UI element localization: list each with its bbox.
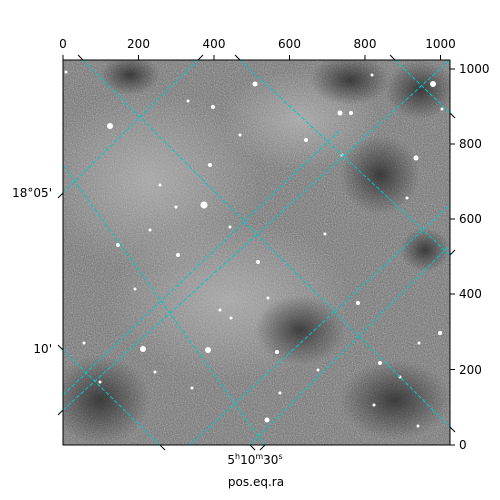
right-tick-0: 0 xyxy=(459,438,467,452)
top-tick-600: 600 xyxy=(278,37,301,51)
top-tick-1000: 1000 xyxy=(425,37,456,51)
right-tick-200: 200 xyxy=(459,363,482,377)
wcs-ticks xyxy=(57,54,456,451)
top-axis xyxy=(62,55,441,60)
dec-label-18-05: 18°05' xyxy=(12,186,52,200)
right-axis xyxy=(450,68,455,446)
top-tick-labels: 0 200 400 600 800 1000 xyxy=(59,37,456,51)
right-tick-600: 600 xyxy=(459,212,482,226)
x-axis-label: pos.eq.ra xyxy=(228,475,284,489)
sky-image xyxy=(63,60,450,445)
plot-frame xyxy=(62,59,451,446)
top-tick-800: 800 xyxy=(354,37,377,51)
top-tick-400: 400 xyxy=(203,37,226,51)
right-tick-labels: 0 200 400 600 800 1000 xyxy=(459,62,490,452)
right-tick-400: 400 xyxy=(459,287,482,301)
top-tick-200: 200 xyxy=(127,37,150,51)
ra-tick-label: 5h10m30s xyxy=(227,452,282,467)
top-tick-0: 0 xyxy=(59,37,67,51)
right-tick-800: 800 xyxy=(459,137,482,151)
stars xyxy=(64,70,444,428)
coordinate-grid xyxy=(63,60,450,445)
dec-label-10: 10' xyxy=(33,342,52,356)
right-tick-1000: 1000 xyxy=(459,62,490,76)
